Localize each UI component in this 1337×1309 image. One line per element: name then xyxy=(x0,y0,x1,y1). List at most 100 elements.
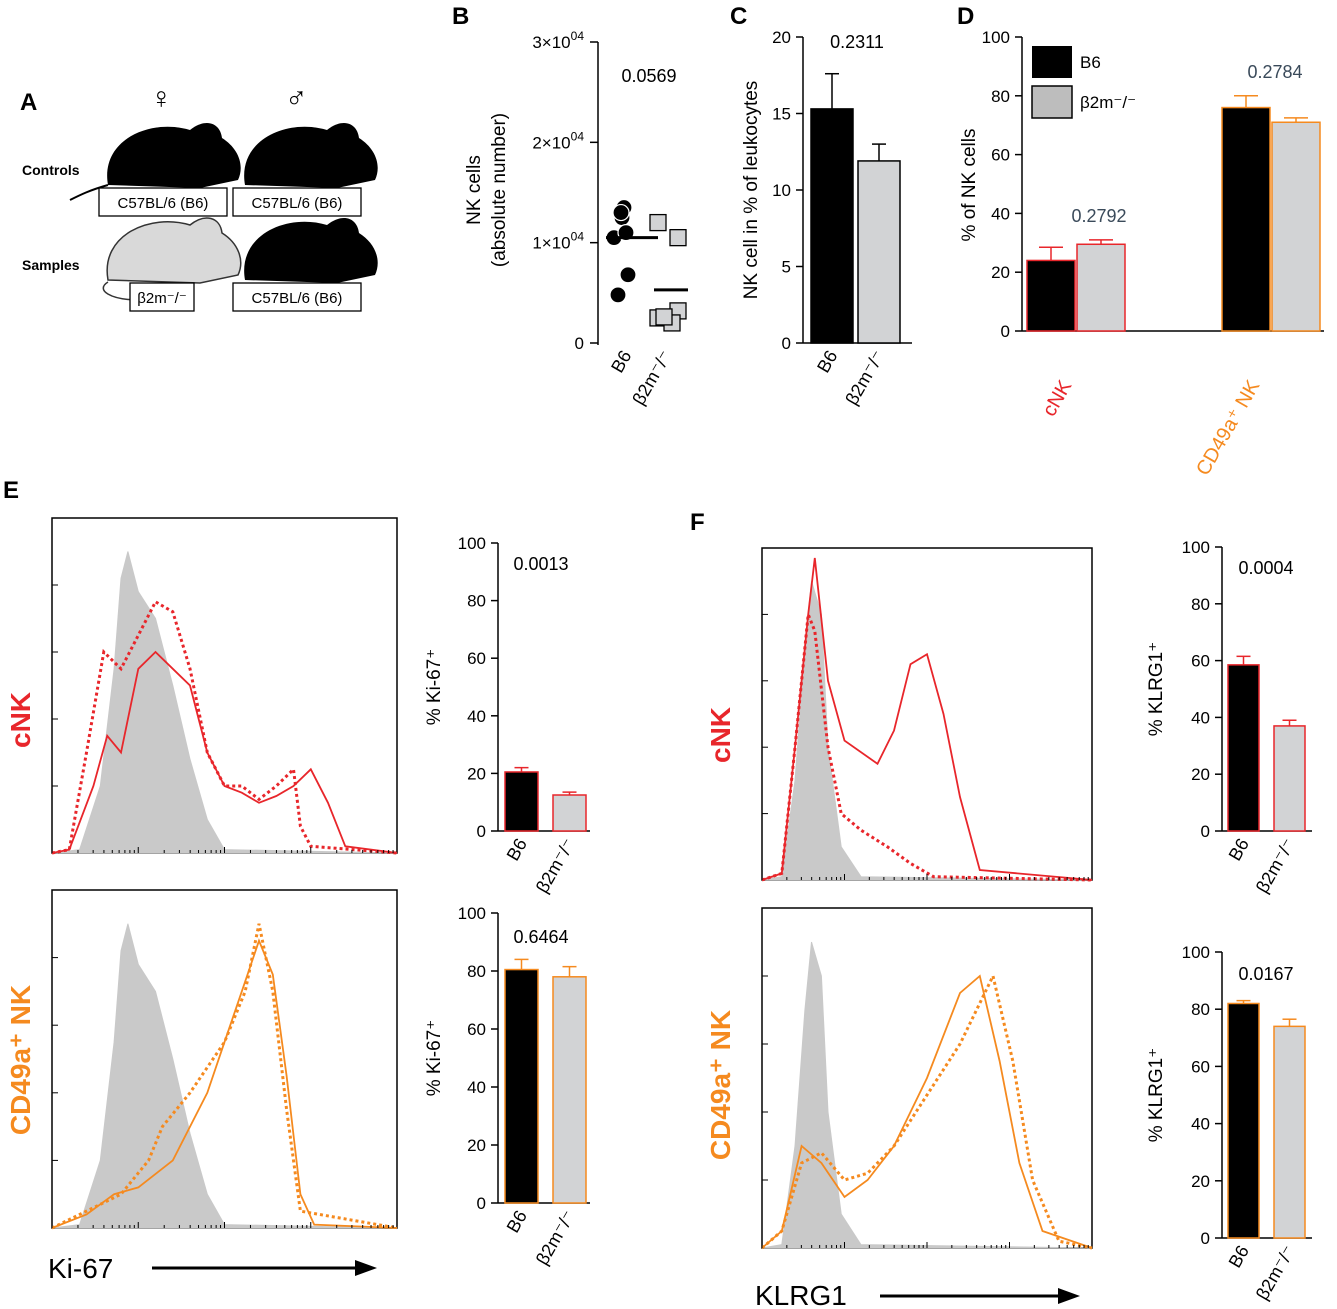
bar xyxy=(1227,664,1260,832)
panel-b-letter: B xyxy=(452,3,469,30)
legend-swatch-b6 xyxy=(1032,46,1072,78)
y-tick-label: 20 xyxy=(772,28,791,47)
y-tick-label: 3×1004 xyxy=(532,29,584,52)
isotype-histogram xyxy=(51,923,398,1229)
y-tick-label: 60 xyxy=(467,1020,486,1039)
y-tick-label: 40 xyxy=(467,1078,486,1097)
y-tick-label: 0 xyxy=(1201,822,1210,841)
y-tick-exponent: 04 xyxy=(571,230,585,244)
row-label-cd49a: CD49a⁺ NK xyxy=(705,1010,736,1160)
bar xyxy=(1271,121,1321,332)
panel-d-letter: D xyxy=(957,3,974,30)
y-tick-label: 100 xyxy=(1182,538,1210,557)
female-symbol: ♀ xyxy=(150,82,173,115)
y-axis-label: % KLRG1⁺ xyxy=(1146,642,1167,737)
y-tick-label: 40 xyxy=(467,707,486,726)
legend-label-b2m: β2m⁻/⁻ xyxy=(1080,93,1136,112)
y-tick-label: 0 xyxy=(1001,322,1010,341)
bar xyxy=(552,794,587,832)
panel-f: F cNK CD49a⁺ NK KLRG1 020406080100B6β2m⁻… xyxy=(690,509,1312,1309)
b6-histogram xyxy=(51,650,398,854)
p-value-cd49a: 0.2784 xyxy=(1247,62,1302,82)
p-value-cnk: 0.2792 xyxy=(1071,206,1126,226)
y-tick-label: 1×1004 xyxy=(532,230,584,253)
y-tick-label: 40 xyxy=(1191,708,1210,727)
y-tick-label: 20 xyxy=(1191,765,1210,784)
label-box xyxy=(232,282,362,312)
row-label-cnk: cNK xyxy=(5,692,36,748)
x-axis-label-klrg1: KLRG1 xyxy=(755,1280,847,1309)
category-label: B6 xyxy=(1225,835,1253,864)
y-tick-label: 60 xyxy=(1191,1057,1210,1076)
bar xyxy=(504,771,539,832)
y-tick-label: 60 xyxy=(991,146,1010,165)
legend-label-b6: B6 xyxy=(1080,53,1101,72)
category-label: B6 xyxy=(813,347,841,376)
bar xyxy=(1221,106,1271,332)
label-box xyxy=(98,187,228,217)
category-label-cnk: cNK xyxy=(1038,376,1076,420)
y-tick-label: 20 xyxy=(991,263,1010,282)
y-tick-label: 5 xyxy=(782,258,791,277)
label-box xyxy=(129,282,195,312)
panel-a-letter: A xyxy=(20,89,37,116)
row-label-controls: Controls xyxy=(22,162,80,178)
panel-e-letter: E xyxy=(3,477,19,504)
data-point-b6 xyxy=(619,266,637,284)
isotype-histogram xyxy=(761,941,1093,1249)
bar xyxy=(1273,1025,1306,1239)
bar xyxy=(1026,259,1076,332)
data-point-b6 xyxy=(612,203,630,222)
y-tick-label: 40 xyxy=(991,204,1010,223)
y-axis-label-line2: (absolute number) xyxy=(489,113,510,267)
category-label: β2m⁻/⁻ xyxy=(628,347,675,408)
box-samples-female: β2m⁻/⁻ xyxy=(137,290,186,307)
y-tick-label: 100 xyxy=(458,904,486,923)
category-label-cd49a: CD49a⁺ NK xyxy=(1192,376,1264,480)
data-point-b2m xyxy=(649,213,667,232)
bar xyxy=(504,968,539,1204)
y-tick-label: 20 xyxy=(467,1136,486,1155)
p-value: 0.0013 xyxy=(513,554,568,574)
row-label-cd49a: CD49a⁺ NK xyxy=(5,985,36,1135)
y-tick-label: 80 xyxy=(1191,1000,1210,1019)
y-tick-label: 80 xyxy=(991,87,1010,106)
isotype-histogram xyxy=(51,551,398,854)
y-tick-label: 100 xyxy=(1182,943,1210,962)
p-value: 0.0569 xyxy=(621,66,676,86)
y-tick-label: 100 xyxy=(458,534,486,553)
y-tick-label: 60 xyxy=(467,649,486,668)
category-label: B6 xyxy=(1225,1242,1253,1271)
panel-f-letter: F xyxy=(690,509,705,536)
x-axis-label-ki67: Ki-67 xyxy=(48,1253,113,1284)
data-point-b2m xyxy=(655,308,673,326)
y-tick-label: 0 xyxy=(782,334,791,353)
b2m-histogram xyxy=(761,971,1093,1250)
bar xyxy=(1273,725,1306,832)
data-point-b6 xyxy=(609,286,627,304)
legend-swatch-b2m xyxy=(1031,85,1073,119)
y-tick-label: 20 xyxy=(467,764,486,783)
category-label: β2m⁻/⁻ xyxy=(841,347,888,408)
bar xyxy=(857,160,901,344)
y-axis-label: % Ki-67⁺ xyxy=(424,649,445,726)
y-axis-label: % Ki-67⁺ xyxy=(424,1020,445,1097)
y-axis-label: % of NK cells xyxy=(959,129,980,242)
y-tick-label: 0 xyxy=(575,334,584,353)
y-tick-label: 80 xyxy=(1191,595,1210,614)
y-tick-label: 80 xyxy=(467,592,486,611)
y-tick-label: 0 xyxy=(477,1194,486,1213)
panel-d: D % of NK cells 0 20 40 60 80 100 0.2792 0.27… xyxy=(957,3,1324,479)
arrowhead-icon xyxy=(1058,1288,1080,1304)
row-label-cnk: cNK xyxy=(705,707,736,763)
y-tick-label: 0 xyxy=(1201,1229,1210,1248)
data-point-b2m xyxy=(669,228,687,247)
panel-c: C NK cell in % of leukocytes 0 5 10 15 20 B6 β… xyxy=(730,3,912,408)
panel-a: A ♀ ♂ Controls Samples C57BL/6 (B6) C57B… xyxy=(20,82,378,312)
b6-histogram xyxy=(761,974,1093,1249)
bar xyxy=(1227,1002,1260,1239)
box-samples-male: C57BL/6 (B6) xyxy=(252,290,343,307)
y-tick-label: 10 xyxy=(772,181,791,200)
